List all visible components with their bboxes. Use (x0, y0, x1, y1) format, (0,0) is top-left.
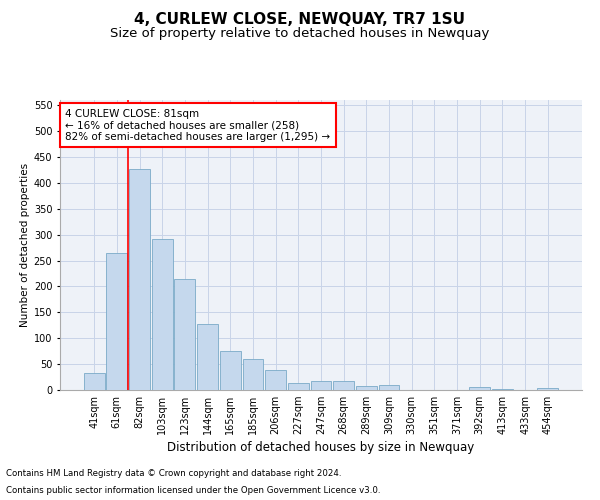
Bar (492, 389, 513, 390)
Y-axis label: Number of detached properties: Number of detached properties (20, 163, 29, 327)
Bar (469, 388, 490, 390)
Text: 4, CURLEW CLOSE, NEWQUAY, TR7 1SU: 4, CURLEW CLOSE, NEWQUAY, TR7 1SU (134, 12, 466, 28)
Bar (152, 239, 173, 390)
Bar (106, 253, 127, 390)
Bar (379, 385, 400, 390)
Bar (356, 386, 377, 390)
Bar (129, 169, 150, 390)
Bar (242, 359, 263, 390)
Text: Size of property relative to detached houses in Newquay: Size of property relative to detached ho… (110, 28, 490, 40)
Text: 4 CURLEW CLOSE: 81sqm
← 16% of detached houses are smaller (258)
82% of semi-det: 4 CURLEW CLOSE: 81sqm ← 16% of detached … (65, 108, 331, 142)
Text: Contains HM Land Registry data © Crown copyright and database right 2024.: Contains HM Land Registry data © Crown c… (6, 468, 341, 477)
Bar (311, 381, 331, 390)
Bar (220, 350, 241, 390)
Bar (288, 384, 309, 390)
Bar (265, 370, 286, 390)
Bar (197, 324, 218, 390)
X-axis label: Distribution of detached houses by size in Newquay: Distribution of detached houses by size … (167, 442, 475, 454)
Bar (84, 374, 104, 390)
Bar (175, 278, 196, 390)
Bar (538, 388, 558, 390)
Bar (333, 380, 354, 390)
Text: Contains public sector information licensed under the Open Government Licence v3: Contains public sector information licen… (6, 486, 380, 495)
